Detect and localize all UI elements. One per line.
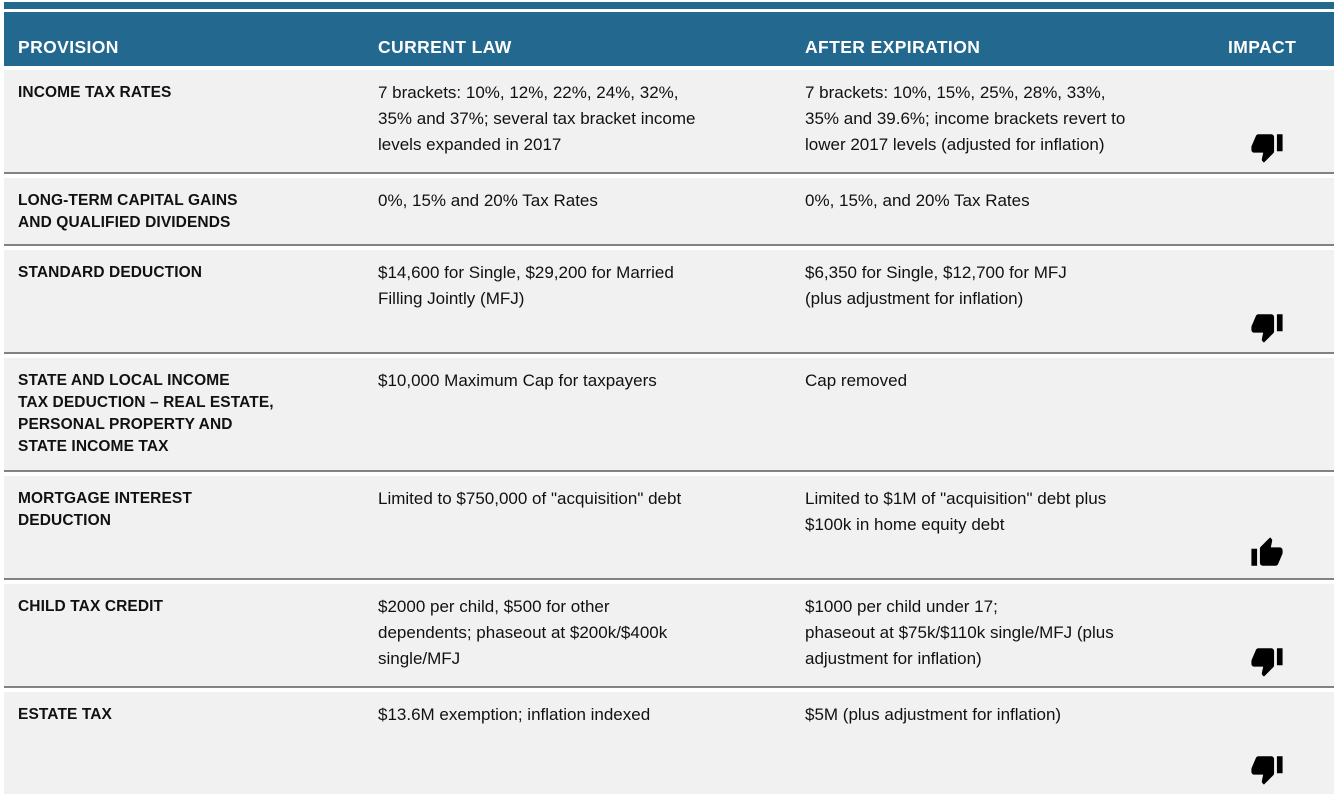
table-row: CHILD TAX CREDIT $2000 per child, $500 f… <box>4 584 1334 688</box>
provision-cell: STANDARD DEDUCTION <box>18 264 203 281</box>
current-law-cell: $2000 per child, $500 for other dependen… <box>378 597 668 668</box>
current-law-cell: Limited to $750,000 of "acquisition" deb… <box>378 489 682 508</box>
thumbs-up-icon <box>1250 510 1284 566</box>
thumbs-down-icon <box>1250 284 1284 343</box>
provision-cell: LONG-TERM CAPITAL GAINS AND QUALIFIED DI… <box>18 192 238 231</box>
current-law-cell: 0%, 15% and 20% Tax Rates <box>378 191 598 210</box>
column-header-current-law: CURRENT LAW <box>378 37 512 57</box>
impact-cell <box>1210 250 1334 352</box>
thumbs-down-icon <box>1250 104 1284 163</box>
table-row: STANDARD DEDUCTION $14,600 for Single, $… <box>4 250 1334 354</box>
after-expiration-cell: $6,350 for Single, $12,700 for MFJ (plus… <box>805 263 1067 308</box>
column-header-after-expiration: AFTER EXPIRATION <box>805 37 981 57</box>
impact-cell <box>1210 476 1334 578</box>
thumbs-down-icon <box>1250 618 1284 677</box>
current-law-cell: 7 brackets: 10%, 12%, 22%, 24%, 32%, 35%… <box>378 83 696 154</box>
after-expiration-cell: $1000 per child under 17; phaseout at $7… <box>805 597 1114 668</box>
impact-cell <box>1210 358 1334 470</box>
impact-cell <box>1210 692 1334 794</box>
provision-cell: MORTGAGE INTEREST DEDUCTION <box>18 490 192 529</box>
table-row: MORTGAGE INTEREST DEDUCTION Limited to $… <box>4 476 1334 580</box>
table-row: STATE AND LOCAL INCOME TAX DEDUCTION – R… <box>4 358 1334 472</box>
provision-cell: STATE AND LOCAL INCOME TAX DEDUCTION – R… <box>18 372 274 455</box>
after-expiration-cell: $5M (plus adjustment for inflation) <box>805 705 1062 724</box>
after-expiration-cell: 0%, 15%, and 20% Tax Rates <box>805 191 1030 210</box>
current-law-cell: $13.6M exemption; inflation indexed <box>378 705 651 724</box>
provision-cell: ESTATE TAX <box>18 706 112 723</box>
column-header-impact: IMPACT <box>1228 37 1297 57</box>
table-row: INCOME TAX RATES 7 brackets: 10%, 12%, 2… <box>4 70 1334 174</box>
impact-cell <box>1210 178 1334 244</box>
after-expiration-cell: Cap removed <box>805 371 908 390</box>
after-expiration-cell: Limited to $1M of "acquisition" debt plu… <box>805 489 1107 534</box>
tax-provisions-table: PROVISION CURRENT LAW AFTER EXPIRATION I… <box>4 2 1334 794</box>
table-row: ESTATE TAX $13.6M exemption; inflation i… <box>4 692 1334 794</box>
header-top-strip <box>4 2 1334 9</box>
provision-cell: INCOME TAX RATES <box>18 84 172 101</box>
current-law-cell: $10,000 Maximum Cap for taxpayers <box>378 371 657 390</box>
current-law-cell: $14,600 for Single, $29,200 for Married … <box>378 263 674 308</box>
impact-cell <box>1210 584 1334 686</box>
provision-cell: CHILD TAX CREDIT <box>18 598 164 615</box>
column-header-provision: PROVISION <box>18 37 119 57</box>
table-row: LONG-TERM CAPITAL GAINS AND QUALIFIED DI… <box>4 178 1334 246</box>
table-header: PROVISION CURRENT LAW AFTER EXPIRATION I… <box>4 12 1334 66</box>
thumbs-down-icon <box>1250 726 1284 785</box>
impact-cell <box>1210 70 1334 172</box>
after-expiration-cell: 7 brackets: 10%, 15%, 25%, 28%, 33%, 35%… <box>805 83 1126 154</box>
